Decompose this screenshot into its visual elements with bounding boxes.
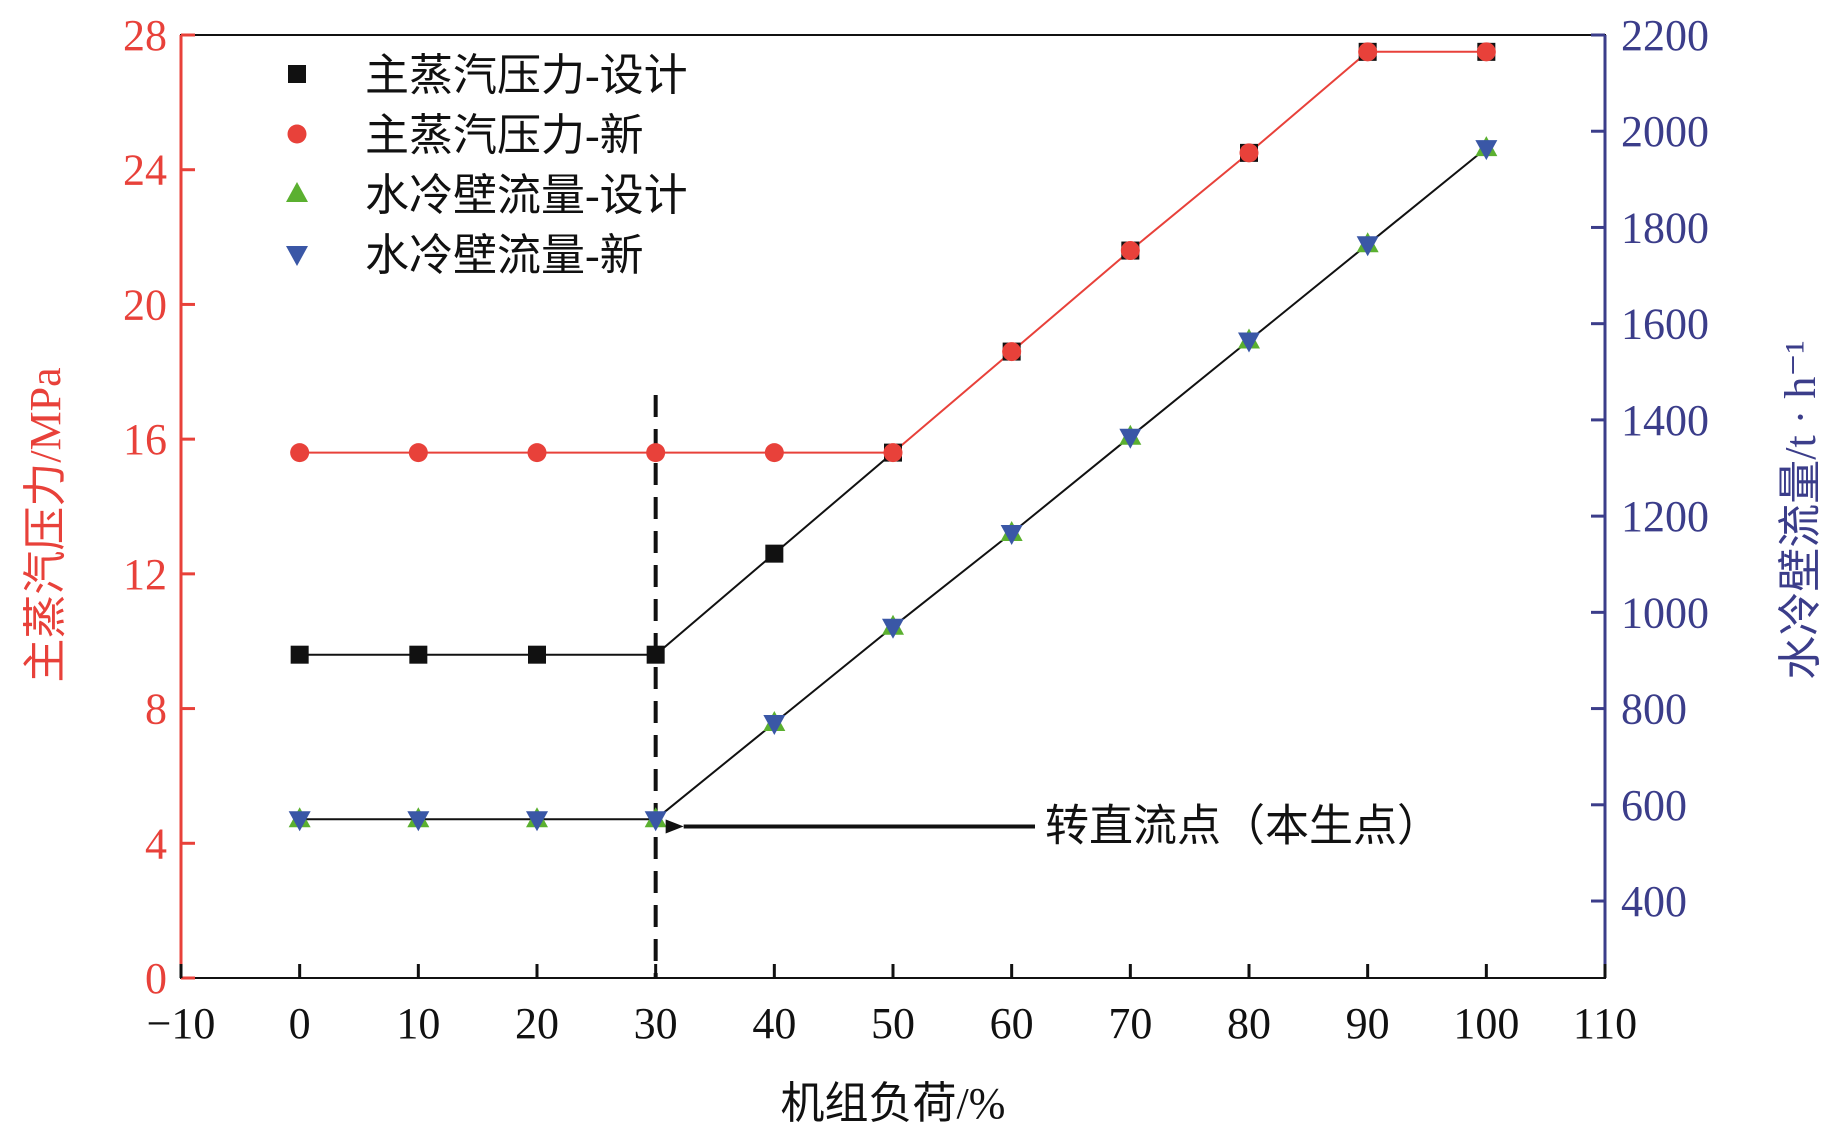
left-tick-label: 8 [145,685,167,734]
x-tick-label: 80 [1227,999,1271,1048]
x-axis-ticks: −10 0 10 20 30 40 50 60 70 80 90 100 110 [147,964,1637,1048]
data-point-series-3 [763,715,786,736]
left-tick-label: 4 [145,819,167,868]
x-axis-title: 机组负荷/% [781,1079,1006,1128]
right-tick-label: 600 [1621,781,1687,830]
data-point-series-1 [408,443,428,463]
data-point-series-1 [1358,42,1378,62]
data-point-series-3 [1356,236,1379,257]
legend-label-0: 主蒸汽压力-设计 [365,51,688,100]
left-tick-label: 20 [123,280,167,329]
legend-label-2: 水冷壁流量-设计 [365,171,688,220]
data-point-series-3 [882,618,904,639]
data-point-series-1 [290,443,310,463]
legend-marker-2 [286,182,308,202]
data-point-series-1 [1002,342,1022,362]
x-tick-label: 60 [990,999,1034,1048]
data-point-series-0 [528,645,546,664]
x-tick-label: 20 [515,999,559,1048]
left-tick-label: 12 [123,550,167,599]
data-point-series-3 [1475,140,1498,161]
legend-label-1: 主蒸汽压力-新 [365,111,644,160]
annotation-label: 转直流点（本生点） [1045,801,1441,850]
legend-marker-0 [288,65,306,83]
data-point-series-1 [1120,241,1140,261]
legend-marker-1 [287,124,307,144]
left-axis-ticks: 0 4 8 12 16 20 24 28 [123,11,195,1003]
data-point-series-0 [765,544,784,563]
data-point-series-0 [290,645,309,664]
right-tick-label: 2200 [1621,11,1709,60]
x-tick-label: 40 [752,999,796,1048]
series-lines [299,50,1487,821]
data-point-series-1 [527,443,547,463]
series-line-0 [299,451,894,656]
x-tick-label: 0 [289,999,311,1048]
right-tick-label: 1400 [1621,396,1709,445]
right-tick-label: 800 [1621,685,1687,734]
left-tick-label: 16 [123,415,167,464]
data-point-series-0 [409,645,428,664]
x-tick-label: 50 [871,999,915,1048]
data-point-series-1 [1239,143,1259,163]
data-point-series-3 [288,811,311,832]
left-tick-label: 28 [123,11,167,60]
series-markers [288,42,1498,832]
legend-label-3: 水冷壁流量-新 [365,231,644,280]
x-tick-label: 70 [1108,999,1152,1048]
data-point-series-3 [644,811,667,832]
data-point-series-1 [883,443,903,463]
right-tick-label: 400 [1621,877,1687,926]
x-tick-label: 30 [634,999,678,1048]
data-point-series-3 [1000,524,1023,545]
x-tick-label: −10 [147,999,216,1048]
x-tick-label: 110 [1573,999,1637,1048]
data-point-series-3 [1119,428,1142,449]
data-point-series-1 [764,443,784,463]
right-tick-label: 1600 [1621,300,1709,349]
right-tick-label: 1800 [1621,203,1709,252]
x-tick-label: 100 [1453,999,1519,1048]
x-tick-label: 90 [1346,999,1390,1048]
right-tick-label: 1000 [1621,588,1709,637]
data-point-series-1 [646,443,666,463]
left-tick-label: 24 [123,146,167,195]
right-tick-label: 2000 [1621,107,1709,156]
data-point-series-0 [646,645,665,664]
data-point-series-3 [407,811,430,832]
x-tick-label: 10 [396,999,440,1048]
right-axis-title: 水冷壁流量/t · h⁻¹ [1776,340,1825,680]
left-tick-label: 0 [145,954,167,1003]
legend-marker-3 [286,246,308,266]
left-axis-title: 主蒸汽压力/MPa [21,367,70,682]
data-point-series-1 [1476,42,1496,62]
right-tick-label: 1200 [1621,492,1709,541]
data-point-series-3 [1238,332,1260,353]
right-axis-ticks: 400 600 800 1000 1200 1400 1600 1800 2000 2200 [1591,11,1709,926]
data-point-series-3 [526,811,548,832]
